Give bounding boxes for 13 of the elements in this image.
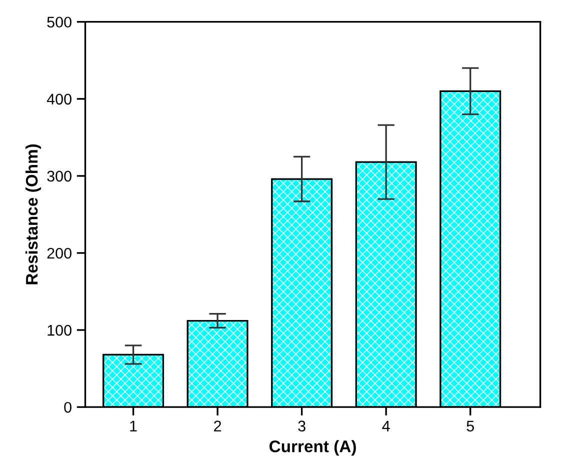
x-axis-title: Current (A) — [269, 440, 356, 456]
y-tick-label: 300 — [47, 170, 72, 182]
x-tick-label: 5 — [466, 420, 474, 432]
y-tick-label: 0 — [64, 402, 72, 413]
x-tick-label: 3 — [298, 420, 306, 432]
x-tick-label: 4 — [382, 420, 390, 432]
y-tick-label: 400 — [46, 94, 72, 105]
y-axis-title: Resistance (Ohm) — [25, 144, 42, 284]
x-tick-label: 2 — [214, 420, 222, 432]
x-tick-label: 1 — [130, 420, 137, 432]
y-tick-label: 500 — [47, 16, 72, 28]
y-tick-label: 200 — [47, 248, 72, 259]
y-tick-label: 100 — [48, 324, 72, 336]
